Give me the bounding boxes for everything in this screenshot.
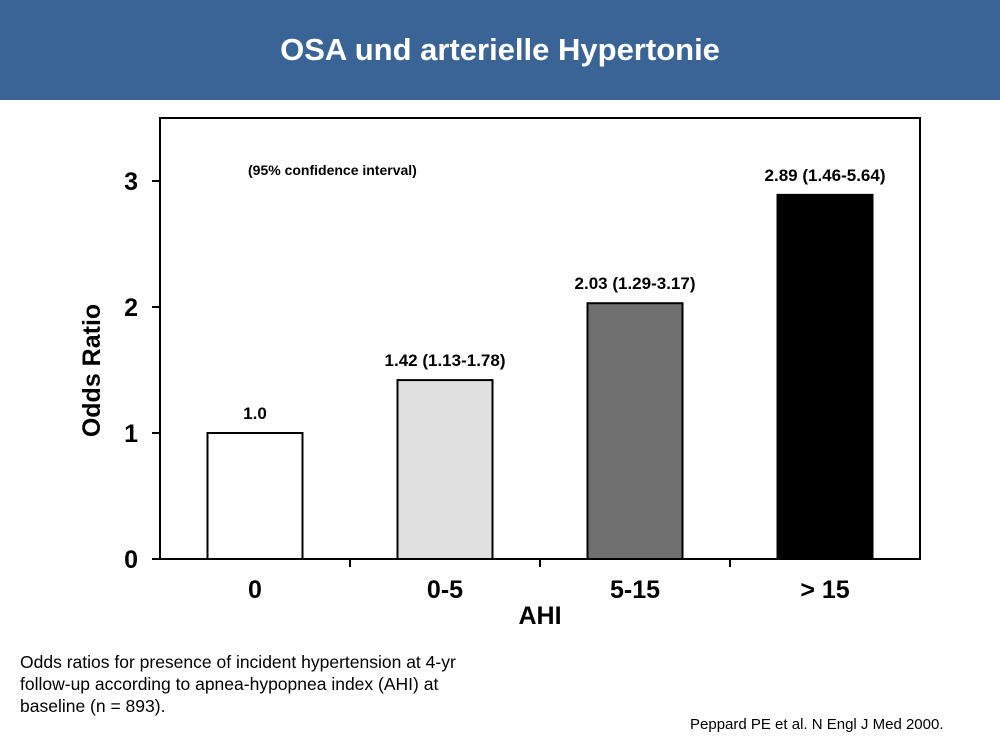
x-tick-label-2: 5-15 xyxy=(610,576,660,604)
title-bar: OSA und arterielle Hypertonie xyxy=(0,0,1000,100)
x-tick-label-3: > 15 xyxy=(800,576,849,604)
data-label-1: 1.42 (1.13-1.78) xyxy=(385,351,506,370)
bar-3 xyxy=(776,193,874,561)
x-axis-label: AHI xyxy=(518,602,561,630)
data-label-0: 1.0 xyxy=(243,404,267,423)
source-citation: Peppard PE et al. N Engl J Med 2000. xyxy=(690,716,944,733)
x-tick-label-1: 0-5 xyxy=(427,576,463,604)
y-tick-label-3: 3 xyxy=(124,168,138,196)
y-tick-label-1: 1 xyxy=(124,420,138,448)
data-label-3: 2.89 (1.46-5.64) xyxy=(765,166,886,185)
bar-2 xyxy=(586,302,684,560)
y-tick-label-2: 2 xyxy=(124,294,138,322)
data-label-2: 2.03 (1.29-3.17) xyxy=(575,274,696,293)
x-tick-label-0: 0 xyxy=(248,576,262,604)
confidence-annotation: (95% confidence interval) xyxy=(248,162,417,178)
y-axis-label: Odds Ratio xyxy=(78,304,106,437)
bar-0 xyxy=(206,432,304,560)
page-title: OSA und arterielle Hypertonie xyxy=(280,32,720,67)
y-tick-label-0: 0 xyxy=(124,546,138,574)
figure-caption: Odds ratios for presence of incident hyp… xyxy=(20,652,456,716)
bar-1 xyxy=(396,379,494,560)
